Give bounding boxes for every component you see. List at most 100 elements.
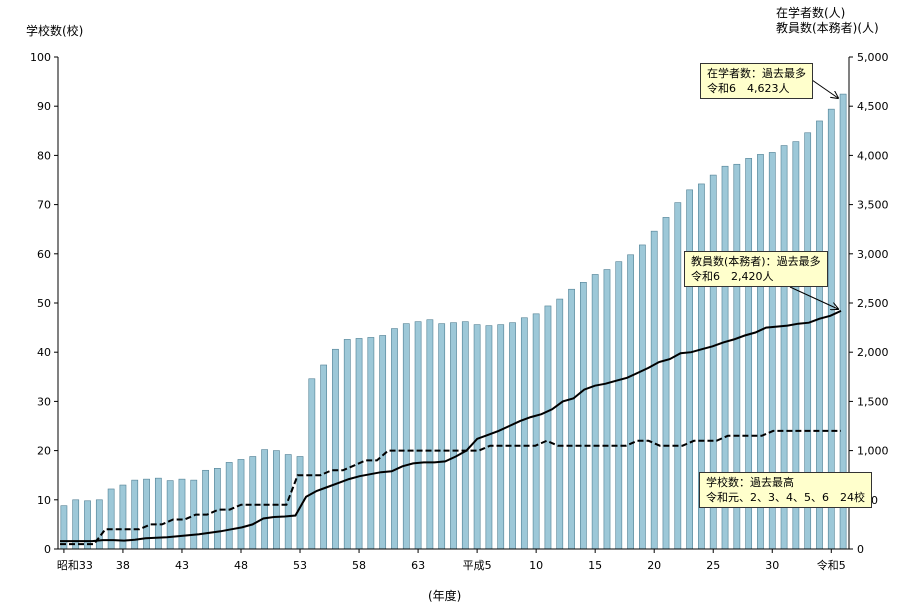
bar [461, 321, 469, 550]
left-tick-label: 10 [37, 494, 51, 507]
bar [627, 254, 634, 550]
left-tick-label: 20 [37, 445, 51, 458]
bar [509, 322, 516, 550]
bar [320, 364, 328, 550]
bar [284, 454, 292, 550]
bar [202, 469, 209, 550]
right-tick-label: 4,000 [857, 149, 889, 162]
bar [379, 335, 387, 550]
left-tick-label: 60 [37, 248, 51, 261]
bar [485, 325, 493, 550]
right-tick-label: 4,500 [857, 100, 889, 113]
x-tick-label: 38 [116, 559, 130, 572]
right-axis: 05001,0001,5002,0002,5003,0003,5004,0004… [848, 51, 889, 556]
left-tick-label: 70 [37, 199, 51, 212]
bar [674, 202, 682, 550]
left-axis: 0 10 20 30 40 50 60 70 80 90 100 [30, 51, 59, 556]
left-tick-label: 40 [37, 346, 51, 359]
teachers-arrow [789, 286, 838, 309]
bar [650, 230, 658, 550]
x-tick-label: 58 [352, 559, 366, 572]
bar [568, 288, 575, 550]
right-tick-label: 3,500 [857, 199, 889, 212]
left-tick-label: 80 [37, 149, 51, 162]
bar [591, 274, 599, 550]
bar [249, 456, 257, 550]
right-tick-label: 0 [857, 543, 864, 556]
school-count-line [60, 429, 841, 546]
bar [355, 338, 363, 550]
bar [60, 505, 68, 550]
bar [438, 323, 446, 550]
bar [225, 462, 233, 550]
bar [343, 339, 351, 550]
bar [662, 217, 670, 550]
right-tick-label: 2,500 [857, 297, 889, 310]
enrollment-note: 在学者数：過去最多 令和6 4,623人 [700, 63, 813, 99]
teacher-count-line [60, 309, 842, 543]
left-tick-label: 90 [37, 100, 51, 113]
right-axis-title-enrollment: 在学者数(人) [776, 6, 846, 20]
x-axis-title: (年度) [428, 589, 462, 603]
bar [615, 261, 623, 550]
x-tick-label: 昭和33 [57, 559, 93, 572]
right-tick-label: 1,000 [857, 445, 889, 458]
right-tick-label: 5,000 [857, 51, 889, 64]
bar [414, 321, 422, 550]
x-tick-label: 平成5 [463, 559, 492, 572]
x-tick-label: 63 [411, 559, 425, 572]
bar [450, 322, 457, 550]
schools-note-line1: 学校数：過去最高 [706, 476, 794, 489]
right-tick-label: 2,000 [857, 346, 889, 359]
left-tick-label: 50 [37, 297, 51, 310]
bar [639, 244, 646, 550]
right-tick-label: 1,500 [857, 395, 889, 408]
bar [391, 328, 398, 550]
enrollment-note-line1: 在学者数：過去最多 [707, 67, 806, 80]
bar [603, 269, 611, 550]
line-series [60, 309, 842, 546]
schools-note-line2: 令和元、2、3、4、5、6 24校 [706, 491, 865, 504]
bar [473, 324, 481, 550]
left-axis-title: 学校数(校) [26, 24, 84, 38]
teachers-note: 教員数(本務者)：過去最多 令和6 2,420人 [684, 251, 828, 287]
bar [402, 323, 410, 550]
x-tick-label: 令和5 [817, 558, 846, 572]
bar [178, 478, 186, 550]
enrollment-arrow [811, 79, 838, 98]
bar [544, 305, 552, 550]
bar [308, 378, 316, 550]
bar [579, 282, 587, 550]
teachers-note-line2: 令和6 2,420人 [691, 270, 774, 283]
bar [273, 450, 280, 550]
schools-note: 学校数：過去最高 令和元、2、3、4、5、6 24校 [699, 472, 872, 508]
x-tick-label: 53 [293, 559, 307, 572]
right-tick-label: 3,000 [857, 248, 889, 261]
x-tick-label: 10 [529, 559, 543, 572]
bar [367, 337, 375, 550]
x-tick-label: 25 [706, 559, 720, 572]
right-axis-title-teachers: 教員数(本務者)(人) [776, 21, 879, 35]
bar [332, 348, 339, 550]
x-tick-label: 30 [765, 559, 779, 572]
x-tick-label: 15 [588, 559, 602, 572]
annotation-arrows [789, 79, 838, 309]
left-tick-label: 0 [44, 543, 51, 556]
bar [497, 324, 505, 550]
bar [214, 468, 221, 550]
bar [166, 480, 174, 550]
bar [520, 317, 528, 550]
x-axis: 昭和33 38 43 48 53 58 63 平成5 10 15 20 25 30 令和5 [57, 548, 849, 572]
x-tick-label: 48 [234, 559, 248, 572]
left-tick-label: 30 [37, 395, 51, 408]
teachers-note-line1: 教員数(本務者)：過去最多 [691, 255, 821, 268]
x-tick-label: 43 [175, 559, 189, 572]
bar [532, 313, 540, 550]
bar [119, 484, 127, 550]
left-tick-label: 100 [30, 51, 51, 64]
bar [426, 319, 434, 550]
enrollment-note-line2: 令和6 4,623人 [707, 82, 790, 95]
bar [686, 189, 693, 550]
x-tick-label: 20 [647, 559, 661, 572]
